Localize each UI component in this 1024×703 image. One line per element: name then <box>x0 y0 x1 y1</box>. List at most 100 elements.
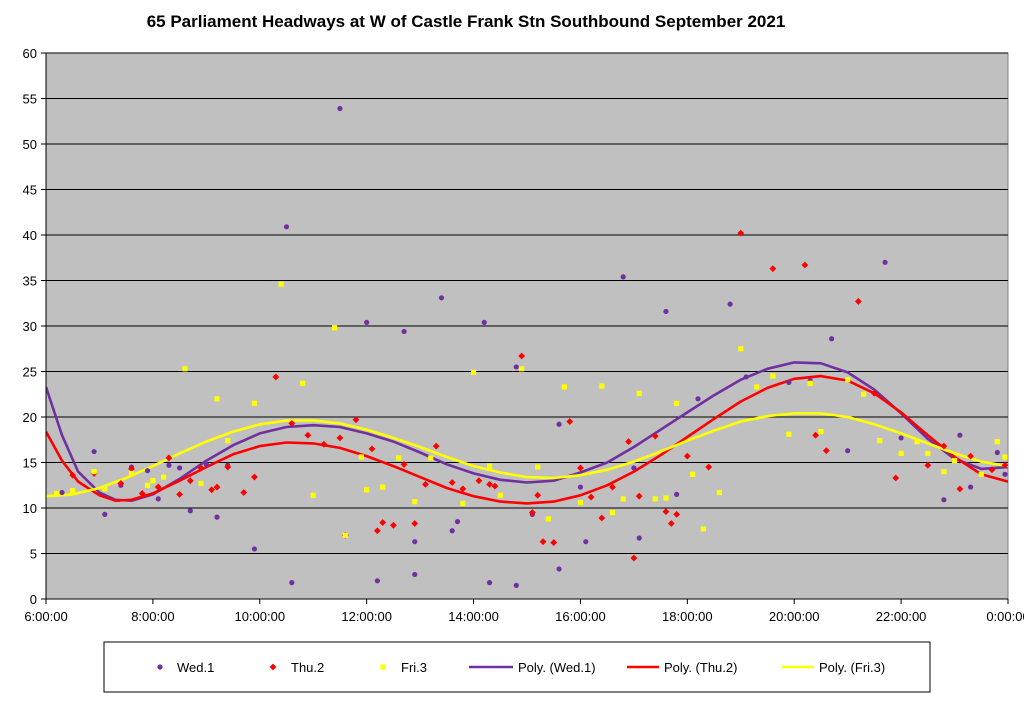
x-tick-label: 0:00:00 <box>986 609 1024 624</box>
data-point <box>389 521 397 529</box>
data-point <box>550 539 558 546</box>
data-point <box>663 495 669 501</box>
data-point <box>513 364 519 370</box>
y-tick-label: 5 <box>30 547 37 562</box>
y-tick-label: 10 <box>23 501 37 516</box>
data-point <box>138 490 146 497</box>
data-point <box>203 461 209 467</box>
data-point <box>422 480 429 488</box>
data-point <box>620 274 626 280</box>
data-point <box>460 500 466 507</box>
data-point <box>283 224 290 230</box>
data-point <box>940 442 948 450</box>
data-point <box>513 582 519 588</box>
data-point <box>635 492 643 500</box>
data-point <box>924 461 932 469</box>
data-point <box>898 435 904 441</box>
data-point <box>251 546 258 552</box>
data-point <box>288 419 296 427</box>
data-point <box>379 519 387 526</box>
data-point <box>663 308 669 315</box>
data-point <box>861 391 867 397</box>
data-point <box>941 469 947 475</box>
data-point <box>150 478 156 484</box>
data-point <box>545 516 551 522</box>
data-point <box>630 554 638 562</box>
data-point <box>278 281 284 287</box>
data-point <box>459 485 467 493</box>
data-point <box>599 383 605 389</box>
y-tick-label: 35 <box>23 274 37 289</box>
data-point <box>310 492 316 498</box>
trend-curve-2 <box>46 412 1008 498</box>
data-point <box>662 508 670 516</box>
data-point <box>636 390 642 396</box>
data-point <box>695 396 701 402</box>
trend-curve-1 <box>46 374 1008 505</box>
data-point <box>475 477 483 485</box>
data-point <box>240 489 248 496</box>
data-point <box>165 454 173 462</box>
y-tick-label: 20 <box>23 410 37 425</box>
data-point <box>770 373 776 379</box>
data-point <box>1001 461 1009 469</box>
data-point <box>166 462 172 468</box>
data-point <box>807 380 813 386</box>
data-point <box>198 480 204 487</box>
legend-swatch-marker <box>380 664 386 670</box>
legend-label: Fri.3 <box>401 660 427 675</box>
data-point <box>380 484 386 490</box>
data-point <box>160 474 167 480</box>
data-point <box>486 480 493 488</box>
data-point <box>208 486 216 494</box>
y-tick-label: 45 <box>23 183 37 198</box>
data-point <box>539 538 547 546</box>
x-tick-label: 22:00:00 <box>876 609 927 624</box>
data-point <box>412 539 418 545</box>
data-point <box>454 519 461 525</box>
data-point <box>91 469 97 475</box>
legend: Wed.1 Thu.2 Fri.3 Poly. (Wed.1) Poly. (Thu.2… <box>103 641 931 693</box>
data-point <box>978 471 984 477</box>
legend-label: Thu.2 <box>291 660 324 675</box>
x-tick-label: 18:00:00 <box>662 609 713 624</box>
data-point <box>182 366 188 372</box>
data-point <box>882 259 888 265</box>
data-point <box>716 489 722 496</box>
data-point <box>743 374 749 380</box>
data-point <box>486 463 493 469</box>
data-point <box>994 449 1000 456</box>
data-point <box>566 418 574 425</box>
data-point <box>583 539 589 545</box>
data-point <box>368 445 376 453</box>
data-point <box>674 491 680 497</box>
legend-swatch-marker <box>157 664 163 670</box>
data-point <box>845 377 851 383</box>
data-point <box>432 442 440 450</box>
data-point <box>561 384 568 390</box>
data-point <box>812 431 819 439</box>
data-point <box>364 319 370 325</box>
data-point <box>102 511 108 517</box>
data-point <box>577 484 584 490</box>
data-point <box>870 389 878 397</box>
data-point <box>518 352 526 360</box>
data-point <box>224 463 232 471</box>
data-point <box>481 319 487 325</box>
data-point <box>956 485 964 493</box>
data-point <box>892 474 900 482</box>
y-tick-label: 25 <box>23 365 37 380</box>
data-point <box>144 468 151 474</box>
data-point <box>396 455 402 461</box>
data-point <box>738 346 744 352</box>
data-point <box>528 509 536 516</box>
x-tick-label: 12:00:00 <box>341 609 392 624</box>
data-point <box>352 416 360 424</box>
data-point <box>491 482 499 490</box>
data-point <box>186 477 194 485</box>
data-point <box>320 440 328 448</box>
y-tick-label: 60 <box>23 46 37 61</box>
data-point <box>342 532 348 538</box>
data-point <box>577 464 584 472</box>
